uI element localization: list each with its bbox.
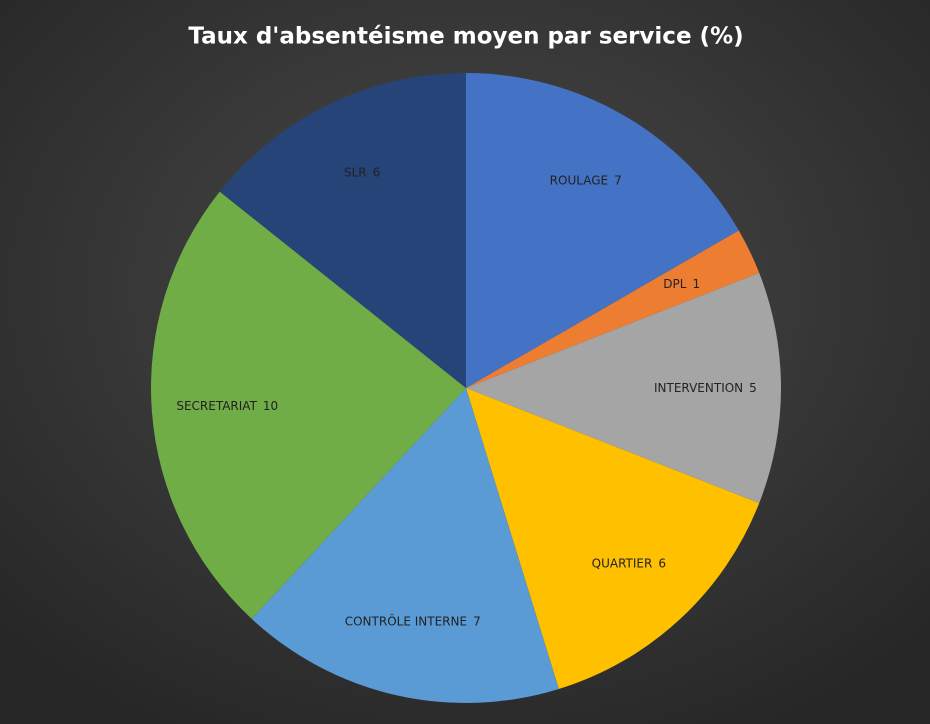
label-category: ROULAGE [550,173,608,187]
pie-slice [150,191,466,619]
data-label: DPL 1 [663,277,700,291]
pie-slice [466,73,739,388]
data-label: QUARTIER 6 [592,556,666,570]
pie-slice [466,230,760,388]
pie-slice [219,73,466,388]
chart-title: Taux d'absentéisme moyen par service (%) [188,24,743,50]
pie-slice [466,388,760,690]
label-category: DPL [663,277,686,291]
label-value: 7 [473,614,481,628]
label-category: INTERVENTION [654,381,743,395]
label-value: 5 [749,381,757,395]
data-label: ROULAGE 7 [550,173,622,187]
label-value: 6 [373,165,381,179]
label-category: CONTRÔLE INTERNE [345,613,467,628]
label-value: 10 [263,398,278,412]
label-category: SECRETARIAT [176,398,257,412]
pie-slice [466,272,781,504]
label-value: 6 [658,556,666,570]
label-value: 1 [692,277,700,291]
label-value: 7 [614,173,622,187]
data-label: INTERVENTION 5 [654,381,757,395]
label-category: SLR [344,165,367,179]
pie [150,73,781,704]
labels: ROULAGE 7 DPL 1 INTERVENTION 5 QUARTIER 6 CONTRÔ… [176,165,756,628]
data-label: CONTRÔLE INTERNE 7 [345,613,481,628]
pie-slice [251,388,559,704]
data-label: SECRETARIAT 10 [176,398,278,412]
data-label: SLR 6 [344,165,380,179]
label-category: QUARTIER [592,556,653,570]
